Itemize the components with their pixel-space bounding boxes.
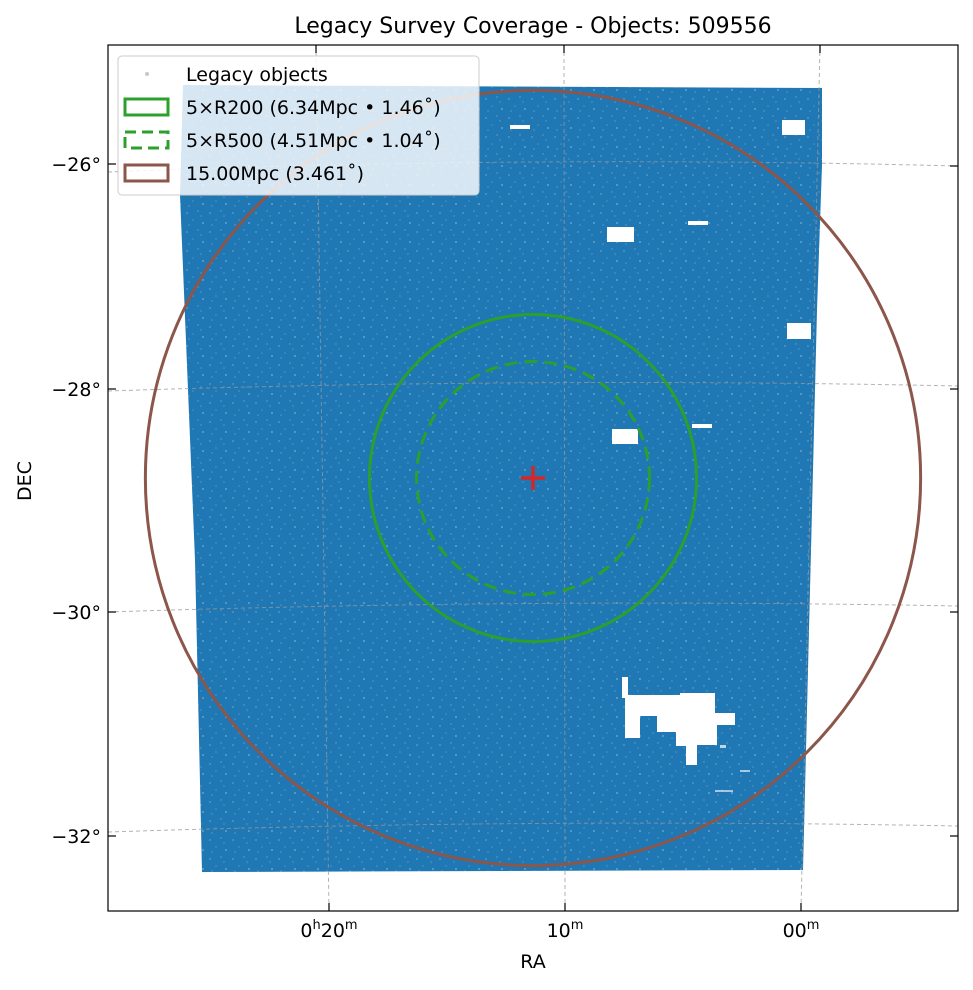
chart-title: Legacy Survey Coverage - Objects: 509556 (294, 14, 771, 39)
axis-ticks (108, 45, 958, 911)
cluster-center-marker (521, 466, 545, 490)
legend-label: Legacy objects (186, 64, 328, 86)
coverage-gaps (510, 120, 811, 792)
legend-label: 5×R500 (4.51Mpc • 1.04˚) (186, 130, 441, 152)
y-axis-label: DEC (14, 461, 36, 501)
legend: Legacy objects 5×R200 (6.34Mpc • 1.46˚) 5×… (117, 55, 480, 196)
circle-5-r200 (367, 312, 699, 644)
legend-label: 15.00Mpc (3.461˚) (186, 163, 364, 185)
axes-frame (107, 44, 959, 912)
radius-circles (143, 88, 923, 868)
coverage-footprint (180, 85, 822, 872)
legend-swatch-solid (123, 163, 170, 183)
legend-box (117, 55, 480, 196)
plot-area (108, 45, 958, 911)
x-tick-label: 00m (783, 918, 820, 942)
x-tick-label: 10m (547, 918, 584, 942)
circle-5-r500 (415, 360, 651, 596)
y-tick-label: −28° (51, 379, 101, 401)
x-tick-label: 0h20m (300, 918, 357, 942)
y-tick-label: −26° (51, 154, 101, 176)
y-tick-label: −32° (51, 826, 101, 848)
legend-swatch-points (145, 72, 149, 76)
legend-swatch-solid (123, 97, 170, 117)
legend-swatch-dashed (123, 130, 170, 150)
y-tick-label: −30° (51, 602, 101, 624)
legend-label: 5×R200 (6.34Mpc • 1.46˚) (186, 97, 441, 119)
tick-labels: −26° −28° −30° −32° 0h20m 10m 00m (51, 154, 819, 942)
circle-15-00mpc (143, 88, 923, 868)
x-axis-label: RA (520, 951, 545, 973)
